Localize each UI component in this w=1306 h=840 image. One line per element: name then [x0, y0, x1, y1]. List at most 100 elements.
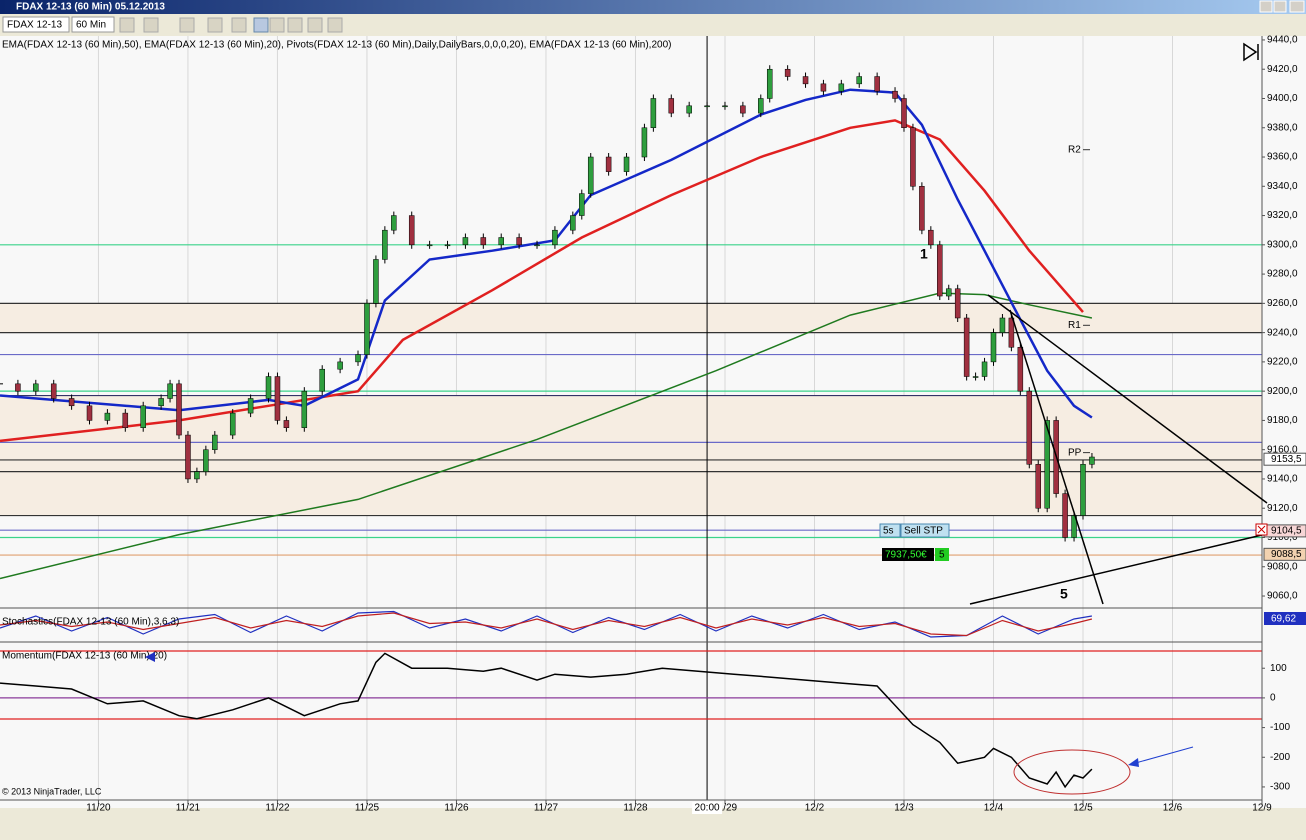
cancel-icon	[1257, 525, 1266, 534]
candle	[229, 412, 236, 436]
y-tick-label: 9260,0	[1267, 298, 1298, 309]
interval-selector[interactable]	[71, 16, 115, 33]
candle	[981, 361, 988, 377]
crosshair-label-box	[692, 802, 723, 814]
y-tick-label: 9200,0	[1267, 386, 1298, 397]
tool-button[interactable]	[307, 17, 323, 33]
tool-button[interactable]	[287, 17, 303, 33]
close-button[interactable]	[1289, 0, 1305, 13]
candle	[104, 412, 111, 421]
candle	[928, 229, 934, 246]
candle	[516, 237, 522, 246]
candle	[1089, 456, 1095, 465]
candle	[650, 98, 657, 129]
order-tif-text: 5s	[883, 526, 894, 537]
candle	[945, 288, 952, 297]
candle	[552, 229, 558, 246]
stochastic-value-box	[1264, 612, 1306, 625]
stochastic-line	[0, 612, 1093, 637]
title-bar	[0, 0, 1306, 14]
trend-lines	[969, 294, 1268, 605]
tool-button[interactable]	[269, 17, 285, 33]
candle	[901, 98, 907, 129]
x-tick-label: 11/22	[265, 803, 290, 814]
y-tick-label: -200	[1270, 752, 1290, 763]
toolbar-buttons	[119, 17, 343, 33]
candle	[355, 354, 361, 363]
candle	[1008, 317, 1015, 348]
candle	[498, 237, 504, 246]
instrument-selector[interactable]	[2, 16, 70, 33]
highlight-ellipse	[1013, 749, 1131, 795]
candle	[623, 156, 630, 172]
momentum-label: Momentum(FDAX 12-13 (60 Min),20)	[2, 651, 167, 662]
minimize-button[interactable]	[1259, 0, 1273, 13]
candle	[856, 76, 862, 85]
candle	[265, 376, 272, 399]
y-tick-label: 9400,0	[1267, 93, 1298, 104]
tool-button[interactable]	[119, 17, 135, 33]
candle	[686, 105, 692, 114]
candle	[1080, 464, 1086, 516]
candle	[1044, 420, 1050, 509]
x-tick-label: 12/3	[894, 803, 914, 814]
scroll-end-button[interactable]	[1243, 42, 1259, 62]
candle	[704, 105, 710, 108]
wave-label: 5	[1060, 586, 1068, 602]
candle	[337, 361, 343, 370]
y-tick-label: 9060,0	[1267, 591, 1298, 602]
candle	[140, 405, 146, 428]
candle	[15, 383, 21, 392]
tool-button[interactable]	[231, 17, 247, 33]
candle	[167, 383, 173, 399]
tool-button[interactable]	[327, 17, 343, 33]
candle	[444, 244, 451, 247]
order-tif[interactable]	[879, 523, 901, 538]
y-tick-label: 9120,0	[1267, 503, 1298, 514]
candle	[1062, 493, 1068, 538]
y-tick-label: 9340,0	[1267, 181, 1298, 192]
stochastics-label: Stochastics(FDAX 12-13 (60 Min),3,6,3)	[2, 617, 179, 628]
candle	[820, 83, 827, 92]
candle	[784, 68, 791, 77]
tool-button[interactable]	[143, 17, 159, 33]
x-tick-label: 12/2	[805, 803, 825, 814]
pivot-label: R1	[1068, 320, 1081, 331]
y-tick-label: 100	[1270, 663, 1287, 674]
candle	[50, 383, 57, 399]
price-marker	[1263, 547, 1306, 561]
candle	[963, 317, 970, 377]
order-type[interactable]	[900, 523, 950, 538]
candle	[954, 288, 961, 319]
tool-button[interactable]	[207, 17, 223, 33]
candle	[641, 127, 648, 158]
x-tick-label: 11/28	[623, 803, 648, 814]
pivot-label: R2	[1068, 144, 1081, 155]
candle	[874, 76, 880, 92]
candle	[274, 376, 281, 421]
tool-button[interactable]	[179, 17, 195, 33]
candle	[122, 412, 129, 428]
candle	[910, 127, 916, 187]
pivot-zone	[0, 303, 1262, 333]
y-tick-label: 9100,0	[1267, 532, 1298, 543]
candle	[319, 368, 325, 392]
trend-line	[1009, 309, 1104, 605]
candle	[408, 215, 415, 246]
position-qty	[935, 548, 949, 561]
indicators-label: EMA(FDAX 12-13 (60 Min),50), EMA(FDAX 12…	[2, 40, 671, 51]
tool-button[interactable]	[253, 17, 269, 33]
candle	[382, 229, 388, 260]
candle	[605, 156, 612, 172]
ema-line	[0, 88, 1093, 419]
price-marker-label: 9088,5	[1271, 549, 1302, 560]
candle	[480, 237, 487, 246]
y-tick-label: 9240,0	[1267, 327, 1298, 338]
candle	[176, 383, 182, 436]
ema-line	[0, 119, 1084, 443]
maximize-button[interactable]	[1273, 0, 1287, 13]
price-marker	[1263, 452, 1306, 466]
y-tick-label: 0	[1270, 693, 1276, 704]
price-marker-label: 9104,5	[1271, 526, 1302, 537]
chart-layer: 11/20 11/21 11/22 11/25 11/26 11/27 11/28 11/29…	[0, 35, 1306, 814]
